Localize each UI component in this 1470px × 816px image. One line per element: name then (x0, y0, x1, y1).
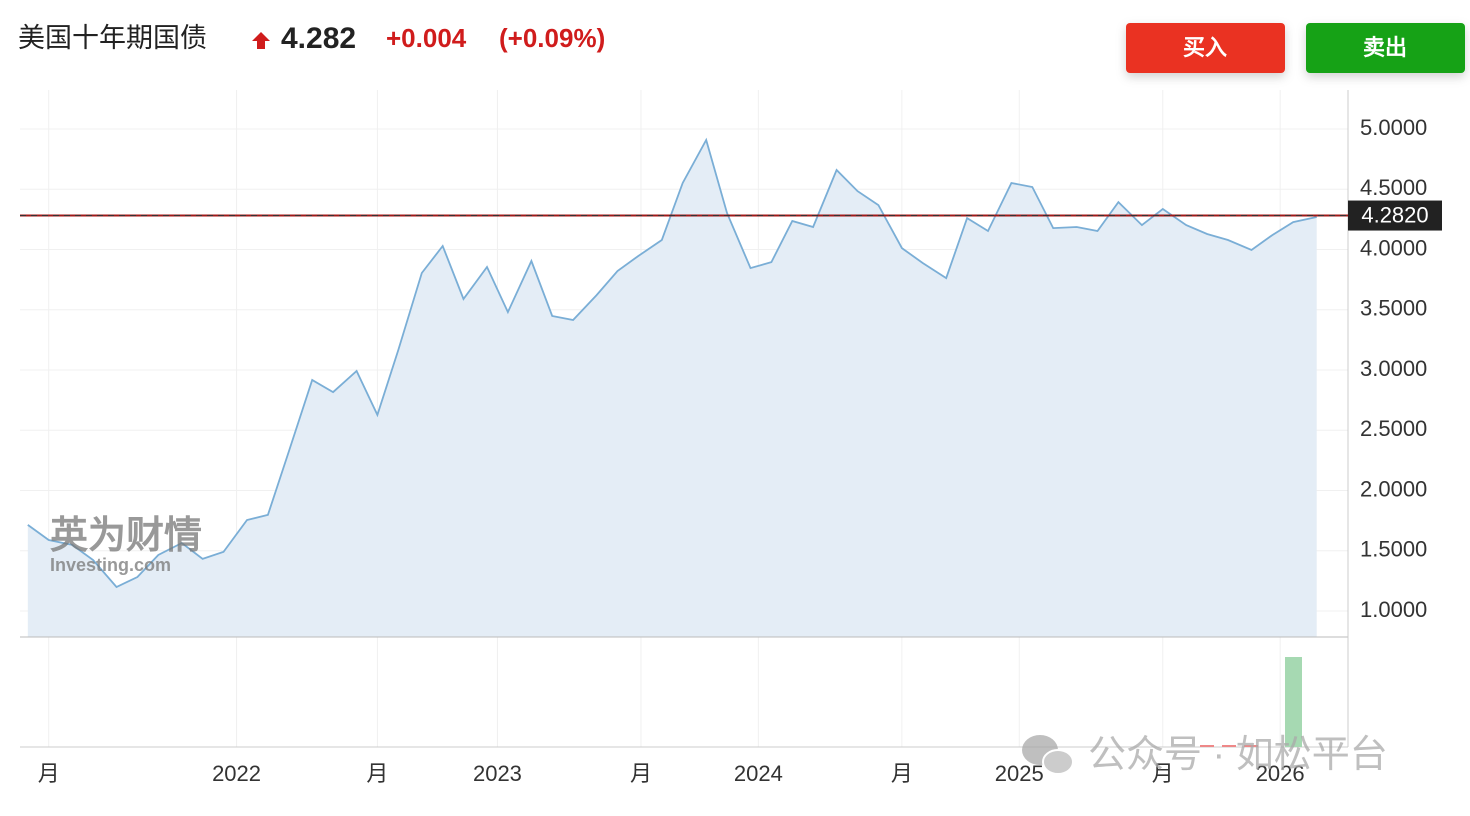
y-tick-label: 3.0000 (1360, 356, 1427, 381)
wechat-text: 公众号 · 如松平台 (1088, 734, 1388, 776)
x-tick-label: 2026 (1256, 761, 1305, 786)
x-tick-label: 月 (630, 761, 652, 786)
instrument-title: 美国十年期国债 (18, 23, 207, 53)
buy-button-bg (1126, 23, 1285, 73)
plot: 1.0000 1.5000 2.0000 2.5000 3.0000 3.5000 4.00… (20, 90, 1442, 786)
x-tick-label: 月 (1152, 761, 1174, 786)
wechat-icon (1042, 749, 1074, 775)
x-tick-label: 2023 (473, 761, 522, 786)
y-tick-label: 5.0000 (1360, 115, 1427, 140)
y-tick-label: 1.0000 (1360, 597, 1427, 622)
line (27, 137, 1317, 589)
volume-bar (1285, 657, 1302, 747)
sell-button[interactable]: 卖出 (1306, 23, 1465, 73)
logo-cn: 英为财情 (50, 515, 202, 557)
y-tick-label: 2.0000 (1360, 476, 1427, 501)
y-tick-label: 4.0000 (1360, 235, 1427, 260)
y-tick-label: 3.5000 (1360, 296, 1427, 321)
area (27, 140, 1317, 637)
x-tick-label: 月 (891, 761, 913, 786)
wechat-watermark: 公众号 · 如松平台 (1022, 734, 1388, 776)
y-tick-label: 4.5000 (1360, 175, 1427, 200)
sell-label: 卖出 (1363, 35, 1407, 60)
y-tick-label: 2.5000 (1360, 416, 1427, 441)
logo-en: Investing.com (50, 555, 171, 575)
x-tick-label: 月 (38, 761, 60, 786)
last-price-label: 4.2820 (1361, 202, 1428, 227)
last-price-box (1348, 200, 1442, 231)
sell-button-bg (1306, 23, 1465, 73)
x-tick-label: 2022 (212, 761, 261, 786)
buy-button[interactable]: 买入 (1126, 23, 1285, 73)
change: +0.004 (386, 23, 467, 53)
y-tick-label: 1.5000 (1360, 537, 1427, 562)
buy-label: 买入 (1183, 35, 1227, 60)
change-pct: (+0.09%) (499, 23, 605, 53)
price: 4.282 (281, 22, 356, 55)
x-tick-label: 月 (366, 761, 388, 786)
up-arrow (252, 32, 270, 49)
x-tick-label: 2025 (995, 761, 1044, 786)
x-tick-label: 2024 (734, 761, 783, 786)
